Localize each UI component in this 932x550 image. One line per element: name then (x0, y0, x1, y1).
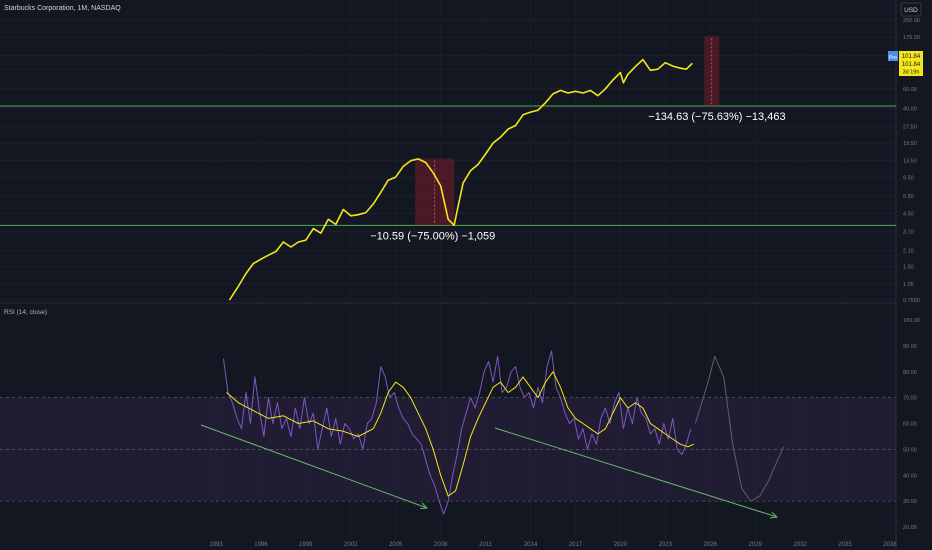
time-tick-label: 2014 (524, 542, 538, 548)
time-tick-label: 2035 (838, 542, 852, 548)
rsi-tick-label: 100.00 (903, 318, 920, 324)
price-tick-label: 27.50 (903, 124, 917, 130)
rsi-tick-label: 70.00 (903, 396, 917, 402)
time-tick-label: 2026 (704, 542, 718, 548)
rsi-tick-label: 50.00 (903, 447, 917, 453)
price-tick-label: 3.10 (903, 230, 914, 236)
symbol-title[interactable]: Starbucks Corporation, 1M, NASDAQ (4, 5, 121, 12)
price-tick-label: 1.50 (903, 265, 914, 271)
price-tick-label: 4.50 (903, 212, 914, 218)
time-tick-label: 2032 (793, 542, 807, 548)
trend-arrow-right-shaft (494, 427, 778, 518)
price-tick-label: 1.05 (903, 282, 914, 288)
time-tick-label: 2017 (569, 542, 583, 548)
rsi-tick-label: 60.00 (903, 422, 917, 428)
price-badge: Pro 101.84 101.84 3d 19h (888, 51, 923, 76)
pro-badge-label: Pro (889, 55, 897, 61)
rsi-tick-label: 30.00 (903, 499, 917, 505)
rsi-pane[interactable] (200, 350, 785, 519)
time-tick-label: 2011 (479, 542, 493, 548)
rsi-grid (0, 305, 896, 540)
time-tick-label: 2020 (614, 542, 628, 548)
drawdown-label: −10.59 (−75.00%) −1,059 (370, 230, 495, 242)
price-tick-label: 60.00 (903, 87, 917, 93)
time-tick-label: 2008 (434, 542, 448, 548)
price-series-line (228, 58, 693, 301)
price-pane[interactable]: −10.59 (−75.00%) −1,059 −134.63 (−75.63%)… (0, 36, 896, 301)
rsi-tick-label: 90.00 (903, 344, 917, 350)
time-tick-label: 2038 (883, 542, 897, 548)
rsi-tick-label: 20.00 (903, 525, 917, 531)
price-tick-label: 2.10 (903, 248, 914, 254)
time-tick-label: 2005 (389, 542, 403, 548)
price-tick-label: 175.00 (903, 35, 920, 41)
currency-button[interactable] (900, 2, 922, 17)
rsi-projection-line (694, 355, 785, 502)
trend-arrow-left (200, 424, 429, 510)
trend-arrow-left-head (419, 502, 429, 510)
price-tick-label: 9.50 (903, 176, 914, 182)
trend-arrow-right-head (770, 511, 779, 519)
price-tick-label: 19.50 (903, 141, 917, 147)
drawdown-label: −134.63 (−75.63%) −13,463 (648, 111, 785, 123)
time-tick-label: 1999 (299, 542, 313, 548)
rsi-tick-label: 40.00 (903, 473, 917, 479)
price-grid (0, 0, 896, 300)
badge-price-header: 101.84 (902, 54, 921, 60)
price-tick-label: 40.00 (903, 106, 917, 112)
trend-arrow-right (494, 427, 779, 519)
axes: 0.7500 1.05 1.50 2.10 3.10 4.50 6.50 9.50 13.50 1… (209, 18, 920, 548)
time-tick-label: 2002 (344, 542, 358, 548)
bar-countdown: 3d 19h (903, 70, 920, 76)
price-tick-label: 13.50 (903, 159, 917, 165)
pro-badge (888, 51, 898, 61)
price-tick-label: 0.7500 (903, 298, 920, 304)
trend-arrow-left-shaft (200, 424, 428, 509)
currency-label: USD (904, 7, 918, 14)
rsi-tick-label: 80.00 (903, 370, 917, 376)
price-tick-label: 6.50 (903, 194, 914, 200)
rsi-ma-line (226, 371, 694, 497)
last-price-tag (899, 51, 923, 76)
price-tick-label: 250.00 (903, 18, 920, 24)
time-tick-label: 1996 (254, 542, 268, 548)
time-tick-label: 1993 (209, 542, 223, 548)
rsi-line (223, 350, 692, 515)
rsi-title[interactable]: RSI (14, close) (4, 309, 47, 316)
time-tick-label: 2023 (659, 542, 673, 548)
time-tick-label: 2029 (749, 542, 763, 548)
last-price-value: 101.84 (902, 62, 921, 68)
